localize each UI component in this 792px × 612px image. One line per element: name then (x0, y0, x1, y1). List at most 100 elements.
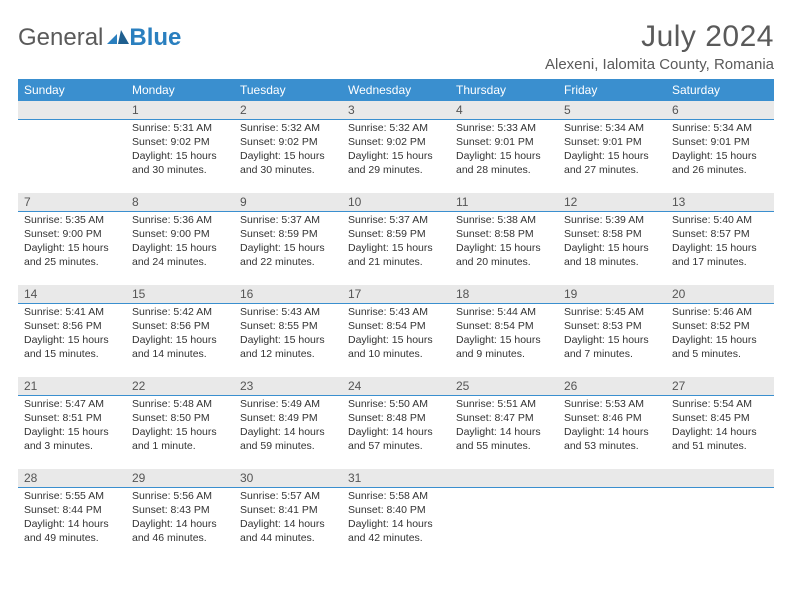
day-number: 29 (126, 469, 234, 488)
day-number: 27 (666, 377, 774, 396)
calendar-cell: 20Sunrise: 5:46 AMSunset: 8:52 PMDayligh… (666, 285, 774, 377)
day2-text: and 3 minutes. (24, 440, 120, 453)
sunset-text: Sunset: 8:58 PM (456, 228, 552, 241)
day-details: Sunrise: 5:44 AMSunset: 8:54 PMDaylight:… (450, 304, 558, 367)
day-number: 25 (450, 377, 558, 396)
calendar-cell: 9Sunrise: 5:37 AMSunset: 8:59 PMDaylight… (234, 193, 342, 285)
day-details: Sunrise: 5:32 AMSunset: 9:02 PMDaylight:… (234, 120, 342, 183)
calendar-cell (666, 469, 774, 561)
day2-text: and 18 minutes. (564, 256, 660, 269)
sunrise-text: Sunrise: 5:57 AM (240, 490, 336, 503)
brand-logo: General Blue (18, 20, 181, 50)
day2-text: and 49 minutes. (24, 532, 120, 545)
day-number: 13 (666, 193, 774, 212)
sunset-text: Sunset: 9:01 PM (456, 136, 552, 149)
day-details: Sunrise: 5:32 AMSunset: 9:02 PMDaylight:… (342, 120, 450, 183)
day2-text: and 22 minutes. (240, 256, 336, 269)
sunrise-text: Sunrise: 5:49 AM (240, 398, 336, 411)
day1-text: Daylight: 15 hours (672, 150, 768, 163)
day2-text: and 20 minutes. (456, 256, 552, 269)
day2-text: and 9 minutes. (456, 348, 552, 361)
sunset-text: Sunset: 9:00 PM (24, 228, 120, 241)
empty-day-bar (558, 469, 666, 488)
day-number: 26 (558, 377, 666, 396)
day-details: Sunrise: 5:36 AMSunset: 9:00 PMDaylight:… (126, 212, 234, 275)
sunset-text: Sunset: 8:47 PM (456, 412, 552, 425)
sunset-text: Sunset: 8:45 PM (672, 412, 768, 425)
calendar-cell: 14Sunrise: 5:41 AMSunset: 8:56 PMDayligh… (18, 285, 126, 377)
day1-text: Daylight: 15 hours (240, 334, 336, 347)
day2-text: and 51 minutes. (672, 440, 768, 453)
day-number: 23 (234, 377, 342, 396)
day1-text: Daylight: 15 hours (240, 150, 336, 163)
calendar-cell: 28Sunrise: 5:55 AMSunset: 8:44 PMDayligh… (18, 469, 126, 561)
day-number: 30 (234, 469, 342, 488)
sunrise-text: Sunrise: 5:50 AM (348, 398, 444, 411)
weekday-header: Friday (558, 79, 666, 101)
day2-text: and 15 minutes. (24, 348, 120, 361)
day-number: 21 (18, 377, 126, 396)
sunset-text: Sunset: 8:50 PM (132, 412, 228, 425)
calendar-row: 28Sunrise: 5:55 AMSunset: 8:44 PMDayligh… (18, 469, 774, 561)
day2-text: and 53 minutes. (564, 440, 660, 453)
day2-text: and 24 minutes. (132, 256, 228, 269)
sunrise-text: Sunrise: 5:47 AM (24, 398, 120, 411)
weekday-header: Wednesday (342, 79, 450, 101)
brand-part2: Blue (129, 26, 181, 50)
calendar-cell (18, 101, 126, 193)
sunrise-text: Sunrise: 5:58 AM (348, 490, 444, 503)
sunset-text: Sunset: 9:00 PM (132, 228, 228, 241)
sunrise-text: Sunrise: 5:38 AM (456, 214, 552, 227)
title-block: July 2024 Alexeni, Ialomita County, Roma… (545, 20, 774, 73)
empty-day-bar (18, 101, 126, 120)
day-details: Sunrise: 5:45 AMSunset: 8:53 PMDaylight:… (558, 304, 666, 367)
day1-text: Daylight: 15 hours (132, 242, 228, 255)
sunrise-text: Sunrise: 5:46 AM (672, 306, 768, 319)
calendar-cell: 19Sunrise: 5:45 AMSunset: 8:53 PMDayligh… (558, 285, 666, 377)
sunrise-text: Sunrise: 5:40 AM (672, 214, 768, 227)
brand-part1: General (18, 26, 103, 50)
day-details: Sunrise: 5:42 AMSunset: 8:56 PMDaylight:… (126, 304, 234, 367)
day1-text: Daylight: 15 hours (564, 242, 660, 255)
sunset-text: Sunset: 8:41 PM (240, 504, 336, 517)
day-number: 19 (558, 285, 666, 304)
sunset-text: Sunset: 8:54 PM (456, 320, 552, 333)
day1-text: Daylight: 14 hours (348, 426, 444, 439)
calendar-cell: 10Sunrise: 5:37 AMSunset: 8:59 PMDayligh… (342, 193, 450, 285)
day2-text: and 17 minutes. (672, 256, 768, 269)
day-details: Sunrise: 5:54 AMSunset: 8:45 PMDaylight:… (666, 396, 774, 459)
sunrise-text: Sunrise: 5:32 AM (348, 122, 444, 135)
calendar-cell (450, 469, 558, 561)
day-number: 5 (558, 101, 666, 120)
calendar-cell: 27Sunrise: 5:54 AMSunset: 8:45 PMDayligh… (666, 377, 774, 469)
sunset-text: Sunset: 8:40 PM (348, 504, 444, 517)
day-details: Sunrise: 5:58 AMSunset: 8:40 PMDaylight:… (342, 488, 450, 551)
day-number: 31 (342, 469, 450, 488)
sunrise-text: Sunrise: 5:51 AM (456, 398, 552, 411)
day1-text: Daylight: 15 hours (24, 242, 120, 255)
day-details: Sunrise: 5:34 AMSunset: 9:01 PMDaylight:… (666, 120, 774, 183)
day1-text: Daylight: 14 hours (240, 426, 336, 439)
day-details: Sunrise: 5:37 AMSunset: 8:59 PMDaylight:… (342, 212, 450, 275)
sunrise-text: Sunrise: 5:32 AM (240, 122, 336, 135)
day1-text: Daylight: 15 hours (672, 242, 768, 255)
day1-text: Daylight: 15 hours (132, 334, 228, 347)
day1-text: Daylight: 14 hours (348, 518, 444, 531)
day1-text: Daylight: 15 hours (24, 426, 120, 439)
empty-day-bar (450, 469, 558, 488)
sunrise-text: Sunrise: 5:34 AM (672, 122, 768, 135)
day-number: 20 (666, 285, 774, 304)
day-details: Sunrise: 5:53 AMSunset: 8:46 PMDaylight:… (558, 396, 666, 459)
day2-text: and 12 minutes. (240, 348, 336, 361)
day1-text: Daylight: 15 hours (24, 334, 120, 347)
day-details: Sunrise: 5:48 AMSunset: 8:50 PMDaylight:… (126, 396, 234, 459)
sunrise-text: Sunrise: 5:53 AM (564, 398, 660, 411)
day-details: Sunrise: 5:43 AMSunset: 8:55 PMDaylight:… (234, 304, 342, 367)
day-details: Sunrise: 5:46 AMSunset: 8:52 PMDaylight:… (666, 304, 774, 367)
day1-text: Daylight: 15 hours (456, 150, 552, 163)
calendar-cell: 31Sunrise: 5:58 AMSunset: 8:40 PMDayligh… (342, 469, 450, 561)
day2-text: and 59 minutes. (240, 440, 336, 453)
calendar-cell: 29Sunrise: 5:56 AMSunset: 8:43 PMDayligh… (126, 469, 234, 561)
sunrise-text: Sunrise: 5:54 AM (672, 398, 768, 411)
calendar-cell: 4Sunrise: 5:33 AMSunset: 9:01 PMDaylight… (450, 101, 558, 193)
